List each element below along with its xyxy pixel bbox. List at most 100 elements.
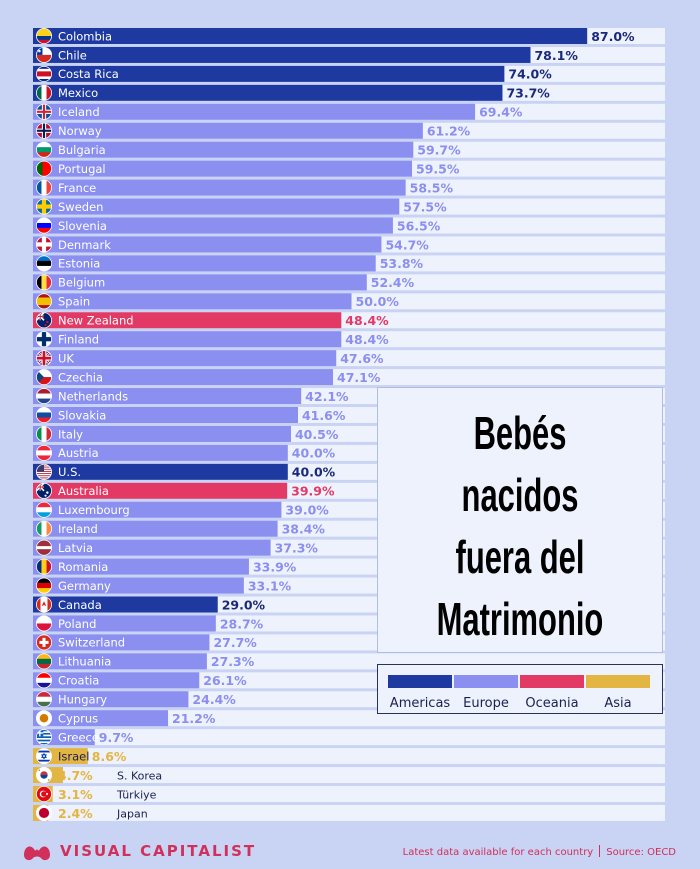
country-label-netherlands: Netherlands — [58, 389, 128, 403]
bar-ireland — [33, 520, 278, 537]
value-label-latvia: 37.3% — [275, 540, 319, 555]
value-label-chile: 78.1% — [534, 48, 578, 63]
us-flag-icon — [36, 463, 53, 480]
bar-canada — [33, 596, 218, 613]
sweden-flag-icon — [36, 198, 53, 215]
chart-title-box: Bebés nacidos fuera del Matrimonio — [377, 387, 663, 653]
slovenia-flag-icon — [36, 217, 53, 234]
new-zealand-flag-icon — [36, 312, 53, 329]
bar-row-france: France 58.5% — [33, 179, 665, 196]
bar-row-greece: Greece 9.7% — [33, 729, 665, 746]
value-label-colombia: 87.0% — [591, 29, 635, 44]
bar-colombia — [33, 28, 588, 44]
bar-italy — [33, 425, 291, 442]
bar-iceland — [33, 103, 476, 120]
country-label-croatia: Croatia — [58, 674, 99, 688]
country-label-switzerland: Switzerland — [58, 636, 125, 650]
country-label-poland: Poland — [58, 617, 96, 631]
value-label-france: 58.5% — [410, 180, 454, 195]
bar-spain — [33, 293, 352, 310]
finland-flag-icon — [36, 331, 53, 348]
luxembourg-flag-icon — [36, 501, 53, 518]
country-label-spain: Spain — [58, 295, 90, 309]
country-label-slovakia: Slovakia — [58, 408, 106, 422]
bar-cyprus — [33, 710, 169, 727]
bar-track-greece — [33, 729, 665, 746]
bar-portugal — [33, 160, 413, 177]
bar-switzerland — [33, 634, 210, 651]
bar-track-cyprus — [33, 710, 665, 727]
france-flag-icon — [36, 179, 53, 196]
bar-costa-rica — [33, 65, 505, 82]
japan-flag-icon — [36, 804, 53, 821]
country-label-finland: Finland — [58, 333, 99, 347]
country-label-germany: Germany — [58, 579, 111, 593]
germany-flag-icon — [36, 577, 53, 594]
bar-latvia — [33, 539, 271, 556]
country-label-luxembourg: Luxembourg — [58, 503, 130, 517]
value-label-netherlands: 42.1% — [305, 389, 349, 404]
bar-row-s-korea: 4.7% S. Korea — [33, 767, 665, 784]
belgium-flag-icon — [36, 274, 53, 291]
bar-row-sweden: Sweden 57.5% — [33, 198, 665, 215]
country-label-lithuania: Lithuania — [58, 655, 111, 669]
bar-row-denmark: Denmark 54.7% — [33, 236, 665, 253]
country-label-hungary: Hungary — [58, 693, 107, 707]
value-label-s-korea: 4.7% — [58, 768, 93, 783]
value-label-austria: 40.0% — [292, 446, 336, 461]
country-label-japan: Japan — [116, 807, 148, 820]
bar-u-s — [33, 463, 288, 480]
bar-row-slovenia: Slovenia 56.5% — [33, 217, 665, 234]
netherlands-flag-icon — [36, 388, 53, 405]
country-label-austria: Austria — [58, 446, 99, 460]
value-label-denmark: 54.7% — [385, 237, 429, 252]
country-label-new-zealand: New Zealand — [58, 314, 134, 328]
bar-denmark — [33, 236, 382, 253]
source-note: Source: OECD — [606, 847, 676, 858]
bar-hungary — [33, 691, 189, 708]
footer: VISUAL CAPITALIST Latest data available … — [0, 830, 700, 869]
bar-row-portugal: Portugal 59.5% — [33, 160, 665, 177]
value-label-norway: 61.2% — [427, 124, 471, 139]
country-label-ireland: Ireland — [58, 522, 98, 536]
slovakia-flag-icon — [36, 406, 53, 423]
value-label-slovakia: 41.6% — [302, 408, 346, 423]
bar-netherlands — [33, 388, 302, 405]
value-label-lithuania: 27.3% — [211, 654, 255, 669]
bar-sweden — [33, 198, 400, 215]
value-label-iceland: 69.4% — [479, 105, 523, 120]
country-label-cyprus: Cyprus — [58, 712, 98, 726]
bar-row-costa-rica: Costa Rica 74.0% — [33, 65, 665, 82]
bar-row-czechia: Czechia 47.1% — [33, 369, 665, 386]
value-label-hungary: 24.4% — [192, 692, 236, 707]
legend-label-asia: Asia — [604, 696, 632, 711]
value-label-italy: 40.5% — [295, 427, 339, 442]
value-label-estonia: 53.8% — [380, 256, 424, 271]
bar-row-colombia: Colombia 87.0% — [33, 27, 665, 44]
chile-flag-icon — [36, 46, 53, 63]
value-label-israel: 8.6% — [92, 749, 127, 764]
country-label-czechia: Czechia — [58, 370, 103, 384]
bar-row-japan: 2.4% Japan — [33, 804, 665, 821]
legend-item-europe: Europe — [454, 675, 518, 711]
estonia-flag-icon — [36, 255, 53, 272]
country-label-t-rkiye: Türkiye — [116, 788, 157, 801]
bar-new-zealand — [33, 312, 342, 329]
country-label-denmark: Denmark — [58, 238, 111, 252]
romania-flag-icon — [36, 558, 53, 575]
bar-chile — [33, 46, 531, 63]
bar-romania — [33, 558, 249, 575]
value-label-u-s: 40.0% — [292, 465, 336, 480]
bar-row-chile: Chile 78.1% — [33, 46, 665, 63]
value-label-switzerland: 27.7% — [213, 635, 257, 650]
value-label-finland: 48.4% — [345, 332, 389, 347]
value-label-canada: 29.0% — [222, 597, 266, 612]
switzerland-flag-icon — [36, 634, 53, 651]
legend-label-americas: Americas — [389, 696, 451, 711]
legend: Americas Europe Oceania Asia — [377, 664, 663, 714]
legend-swatch-asia — [586, 675, 650, 688]
bar-luxembourg — [33, 501, 282, 518]
bar-slovenia — [33, 217, 393, 234]
country-label-france: France — [58, 181, 96, 195]
bar-row-norway: Norway 61.2% — [33, 122, 665, 139]
